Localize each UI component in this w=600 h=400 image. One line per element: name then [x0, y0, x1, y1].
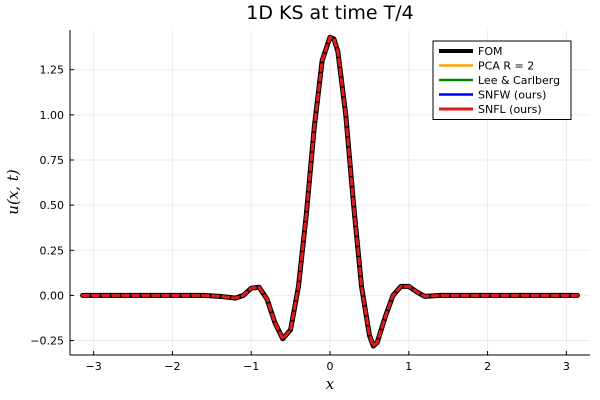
y-tick-label: 0.00: [40, 289, 65, 302]
y-tick-label: 0.25: [40, 244, 65, 257]
x-tick-label: 2: [484, 360, 491, 373]
legend-label: SNFL (ours): [478, 103, 542, 116]
legend-label: PCA R = 2: [478, 60, 534, 73]
y-tick-label: 1.00: [40, 109, 65, 122]
x-tick-label: 1: [405, 360, 412, 373]
y-axis-label: u(x, t): [4, 169, 22, 215]
legend-label: Lee & Carlberg: [478, 74, 560, 87]
legend-label: FOM: [478, 45, 502, 58]
tick-labels: −3 −2 −1 0 1 2 3 −0.25 0.00 0.25 0.50 0.75 1.00 1.25: [30, 64, 570, 373]
x-tick-label: −1: [243, 360, 259, 373]
y-tick-label: 1.25: [40, 64, 65, 77]
y-tick-label: 0.75: [40, 154, 65, 167]
x-tick-label: 3: [563, 360, 570, 373]
x-axis-label: x: [326, 375, 335, 393]
x-tick-label: 0: [327, 360, 334, 373]
series-lines: [80, 34, 580, 349]
y-tick-label: −0.25: [30, 335, 64, 348]
series-line-snfl-ours: [81, 35, 579, 348]
legend-label: SNFW (ours): [478, 89, 546, 102]
chart-title: 1D KS at time T/4: [246, 2, 414, 24]
x-tick-label: −2: [164, 360, 180, 373]
x-tick-label: −3: [86, 360, 102, 373]
y-tick-label: 0.50: [40, 199, 65, 212]
